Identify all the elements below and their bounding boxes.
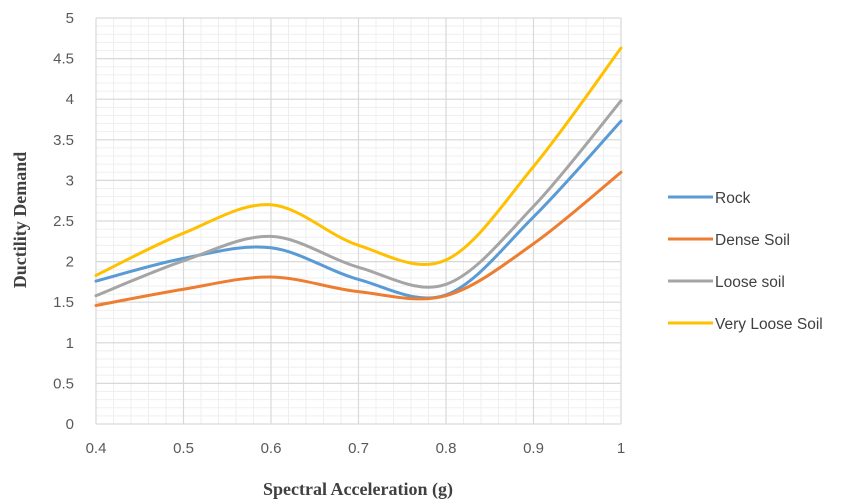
y-tick-label: 4.5 <box>53 51 74 68</box>
series-line-very-loose-soil <box>94 46 623 277</box>
y-tick-label: 3.5 <box>53 132 74 149</box>
x-tick-label: 0.9 <box>523 440 544 457</box>
legend-label-very-loose-soil: Very Loose Soil <box>715 316 823 333</box>
major-gridlines <box>95 17 622 425</box>
legend: Rock Dense Soil Loose soil Very Loose Soil <box>668 190 823 333</box>
series-line-dense-soil <box>94 170 623 307</box>
series-line-rock <box>94 119 623 300</box>
y-tick-label: 1.5 <box>53 294 74 311</box>
legend-label-dense-soil: Dense Soil <box>715 232 790 249</box>
x-axis-tick-labels: 0.4 0.5 0.6 0.7 0.8 0.9 1 <box>86 440 626 457</box>
x-axis-title: Spectral Acceleration (g) <box>263 479 453 500</box>
y-tick-label: 2 <box>66 254 74 271</box>
x-tick-label: 0.4 <box>86 440 107 457</box>
y-tick-label: 0 <box>66 416 74 433</box>
y-axis-title: Ductility Demand <box>10 152 30 289</box>
y-tick-label: 0.5 <box>53 375 74 392</box>
y-tick-label: 3 <box>66 172 74 189</box>
y-tick-label: 4 <box>66 91 74 108</box>
x-tick-label: 0.6 <box>261 440 282 457</box>
x-tick-label: 0.7 <box>348 440 369 457</box>
y-tick-label: 2.5 <box>53 213 74 230</box>
y-axis-tick-labels: 0 0.5 1 1.5 2 2.5 3 3.5 4 4.5 5 <box>53 10 74 433</box>
series-lines <box>94 46 623 307</box>
x-tick-label: 0.5 <box>173 440 194 457</box>
y-tick-label: 5 <box>66 10 74 27</box>
series-line-loose-soil <box>94 99 623 298</box>
legend-label-rock: Rock <box>715 190 751 207</box>
x-tick-label: 1 <box>617 440 625 457</box>
y-tick-label: 1 <box>66 335 74 352</box>
legend-label-loose-soil: Loose soil <box>715 274 785 291</box>
x-tick-label: 0.8 <box>436 440 457 457</box>
